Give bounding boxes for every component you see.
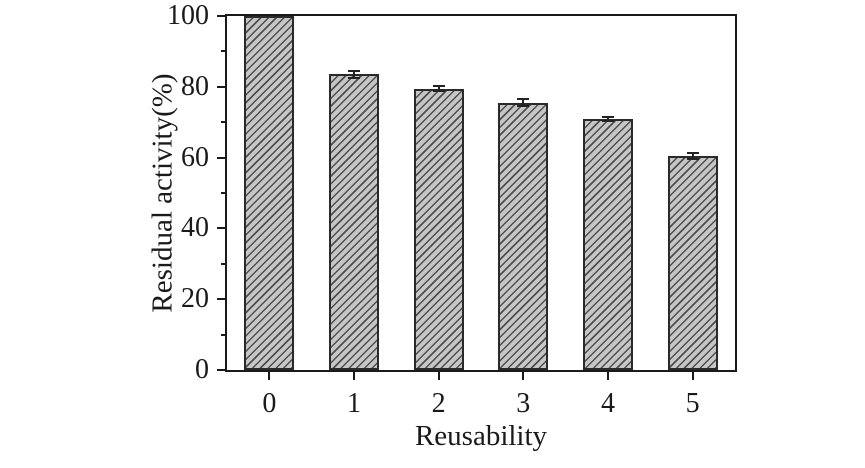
x-tick-label-4: 4	[600, 388, 615, 419]
bar-reusability-5	[667, 155, 718, 370]
bar-slot-2: 2	[413, 16, 464, 419]
x-tick-3	[522, 372, 525, 380]
y-tick-40	[217, 227, 225, 230]
error-bar-cap-bottom	[686, 158, 699, 161]
y-axis-title: Residual activity(%)	[146, 73, 179, 313]
x-tick-0	[268, 372, 271, 380]
y-tick-20	[217, 298, 225, 301]
error-bar-line	[691, 151, 694, 161]
y-tick-label-60: 60	[181, 141, 209, 173]
x-tick-5	[691, 372, 694, 380]
x-tick-1	[352, 372, 355, 380]
error-bar-cap-bottom	[517, 105, 530, 108]
y-tick-80	[217, 85, 225, 88]
y-tick-label-0: 0	[195, 354, 209, 385]
error-bar-cap-top	[517, 98, 530, 101]
bar-reusability-0	[244, 16, 295, 370]
y-tick-100	[217, 15, 225, 17]
plot-area: 0 1 2 3 4 5 0 20 40 60 80 100	[167, 2, 737, 419]
y-tick-label-40: 40	[181, 212, 209, 244]
x-tick-label-3: 3	[516, 388, 531, 419]
y-minor-tick-90	[221, 50, 225, 53]
error-bar-cap-top	[432, 85, 445, 88]
error-bar-cap-bottom	[601, 119, 614, 122]
error-bar-5	[686, 151, 700, 161]
bar-reusability-2	[413, 88, 464, 370]
y-tick-label-100: 100	[167, 0, 209, 31]
bar-slot-3: 3	[498, 16, 549, 419]
bar-slot-5: 5	[667, 16, 718, 419]
x-tick-label-1: 1	[346, 388, 361, 419]
error-bar-4	[601, 115, 615, 122]
error-bar-cap-bottom	[347, 77, 360, 80]
y-minor-tick-50	[221, 192, 225, 194]
y-tick-label-80: 80	[181, 70, 209, 102]
x-tick-label-2: 2	[431, 388, 446, 419]
y-tick-label-20: 20	[181, 283, 209, 315]
bar-slot-0: 0	[244, 16, 295, 419]
error-bar-line	[437, 85, 440, 93]
bar-slot-1: 1	[328, 16, 379, 419]
error-bar-1	[347, 69, 361, 80]
y-minor-tick-70	[221, 121, 225, 124]
bar-reusability-4	[582, 118, 633, 370]
error-bar-cap-bottom	[432, 90, 445, 93]
bar-slot-4: 4	[582, 16, 633, 419]
bar-reusability-1	[328, 74, 379, 370]
error-bar-2	[432, 85, 446, 93]
bars-container: 0 1 2 3 4 5	[227, 16, 735, 419]
error-bar-cap-top	[601, 115, 614, 118]
bar-reusability-3	[498, 102, 549, 370]
x-tick-2	[437, 372, 440, 380]
y-tick-0	[217, 369, 225, 371]
error-bar-3	[516, 98, 530, 108]
error-bar-cap-top	[347, 69, 360, 72]
error-bar-line	[522, 98, 525, 108]
error-bar-line	[352, 69, 355, 80]
y-minor-tick-30	[221, 262, 225, 265]
x-axis-title: Reusability	[414, 420, 548, 452]
x-tick-label-5: 5	[685, 388, 700, 419]
error-bar-cap-top	[686, 151, 699, 154]
y-minor-tick-10	[221, 333, 225, 336]
error-bar-line	[606, 115, 609, 122]
x-tick-4	[606, 372, 609, 380]
y-tick-60	[217, 156, 225, 159]
x-tick-label-0: 0	[262, 388, 277, 419]
